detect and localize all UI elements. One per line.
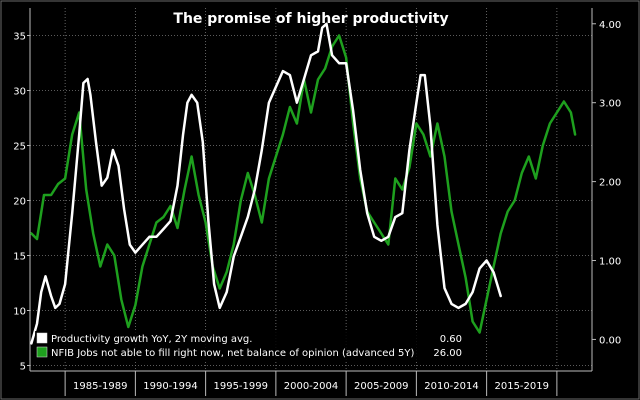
y-right-tick-label: 1.00 xyxy=(599,257,621,268)
y-left-tick-label: 35 xyxy=(13,32,26,43)
x-tick-label: 2015-2019 xyxy=(494,381,549,392)
x-tick-label: 2010-2014 xyxy=(424,381,479,392)
y-right-tick-label: 4.00 xyxy=(599,20,621,31)
chart-title: The promise of higher productivity xyxy=(173,11,448,27)
legend-swatch xyxy=(36,346,48,358)
series xyxy=(30,22,577,345)
legend-swatch xyxy=(36,332,48,344)
x-tick-label: 1995-1999 xyxy=(213,381,268,392)
legend-label: NFIB Jobs not able to fill right now, ne… xyxy=(51,348,414,359)
y-left-tick-label: 20 xyxy=(13,197,26,208)
y-left-tick-label: 30 xyxy=(13,87,26,98)
y-right-tick-label: 2.00 xyxy=(599,178,621,189)
x-tick-label: 2000-2004 xyxy=(284,381,339,392)
legend-last-value: 26.00 xyxy=(433,348,462,359)
x-tick-label: 1990-1994 xyxy=(143,381,198,392)
x-tick-label: 2005-2009 xyxy=(354,381,409,392)
y-right-tick-label: 3.00 xyxy=(599,99,621,110)
axes: 5 10 15 20 25 30 35 0.00 1.00 2.00 3.00 4.00 1985-19… xyxy=(13,8,621,396)
y-left-tick-label: 5 xyxy=(20,362,26,373)
legend-label: Productivity growth YoY, 2Y moving avg. xyxy=(51,334,252,345)
series-line-productivity xyxy=(30,22,502,345)
legend: Productivity growth YoY, 2Y moving avg. 0… xyxy=(35,331,465,361)
y-left-tick-label: 25 xyxy=(13,142,26,153)
y-left-tick-label: 10 xyxy=(13,307,26,318)
legend-box xyxy=(35,331,465,361)
y-left-tick-label: 15 xyxy=(13,252,26,263)
legend-last-value: 0.60 xyxy=(440,334,462,345)
x-tick-label: 1985-1989 xyxy=(73,381,128,392)
y-right-tick-label: 0.00 xyxy=(599,335,621,346)
